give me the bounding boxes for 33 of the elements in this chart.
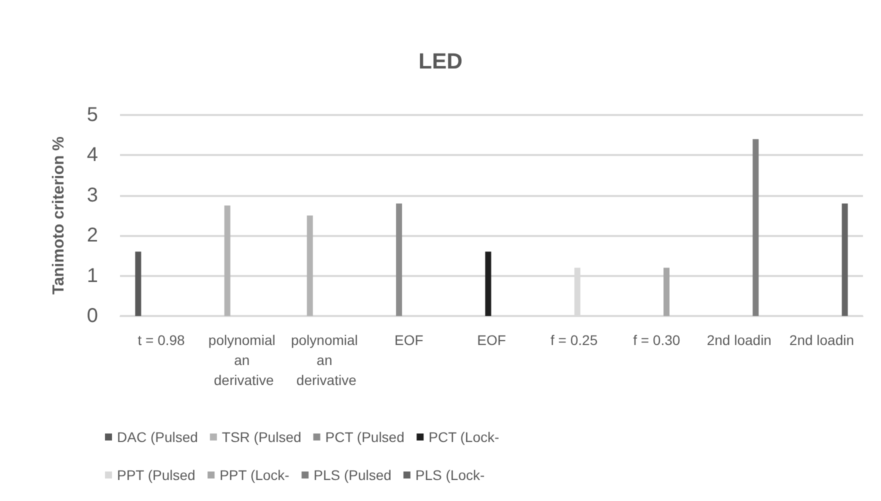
x-tick-label: polynomial an derivative — [208, 332, 280, 388]
y-tick-label: 5 — [86, 104, 98, 126]
y-tick-label: 2 — [86, 224, 98, 247]
x-tick-label: t = 0.98 — [138, 332, 186, 348]
bar — [135, 252, 142, 316]
x-tick-label: EOF — [394, 332, 424, 348]
x-tick-label: f = 0.25 — [550, 332, 598, 348]
legend-label: PCT (Lock- — [428, 429, 500, 445]
x-tick-label: f = 0.30 — [633, 332, 680, 348]
legend-label: PLS (Lock- — [415, 467, 486, 483]
legend-label: PPT (Lock- — [220, 467, 290, 483]
bar — [664, 268, 670, 316]
x-tick-label: 2nd loadin — [789, 332, 854, 348]
bar — [485, 252, 492, 316]
bar — [752, 139, 759, 316]
x-tick-label: 2nd loadin — [706, 332, 772, 348]
bar — [842, 203, 848, 316]
legend-label: DAC (Pulsed — [117, 429, 198, 445]
y-tick-label: 4 — [86, 144, 98, 166]
bar — [224, 205, 230, 316]
y-axis-title: Tanimoto criterion % — [50, 136, 68, 294]
x-tick-label: EOF — [477, 332, 506, 348]
chart-title: LED — [418, 48, 462, 74]
bar — [306, 216, 313, 316]
bar — [396, 203, 402, 316]
legend-label: PPT (Pulsed — [117, 467, 196, 483]
x-tick-label: polynomial an derivative — [290, 332, 362, 388]
legend-label: PLS (Pulsed — [314, 467, 392, 483]
legend-label: TSR (Pulsed — [222, 429, 302, 445]
y-tick-label: 3 — [86, 184, 98, 206]
legend-label: PCT (Pulsed — [325, 429, 404, 445]
y-tick-label: 1 — [86, 264, 98, 287]
y-tick-label: 0 — [86, 305, 98, 327]
